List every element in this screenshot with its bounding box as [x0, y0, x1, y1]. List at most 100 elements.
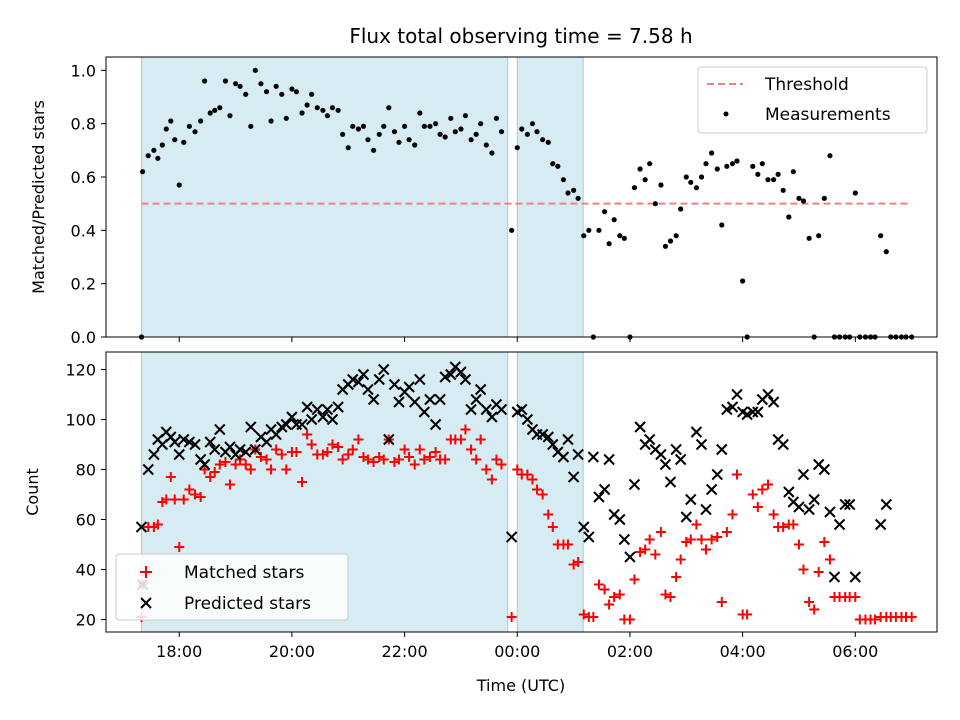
measurement-point	[714, 166, 720, 172]
measurement-point	[309, 91, 315, 97]
matched-star-marker	[604, 599, 615, 610]
matched-star-marker	[522, 469, 533, 480]
matched-star-marker	[220, 457, 231, 467]
predicted-star-marker	[716, 443, 728, 456]
matched-star-marker	[671, 572, 682, 582]
matched-star-marker	[640, 544, 651, 555]
predicted-star-marker	[839, 498, 851, 511]
predicted-star-marker	[880, 498, 893, 511]
matched-star-marker	[742, 609, 753, 620]
predicted-star-marker	[516, 403, 528, 416]
measurement-point	[555, 163, 561, 169]
matched-star-marker	[731, 469, 742, 480]
matched-star-marker	[665, 592, 676, 602]
matched-star-markers	[136, 424, 917, 625]
predicted-star-marker	[403, 381, 415, 393]
measurement-point	[243, 91, 249, 97]
matched-star-marker	[712, 532, 723, 542]
legend-threshold-label: Threshold	[764, 75, 849, 95]
matched-star-marker	[512, 464, 523, 475]
measurement-point	[201, 78, 208, 84]
measurement-point	[376, 131, 382, 137]
measurement-point	[140, 169, 146, 175]
bottom-y-tick-label: 120	[65, 361, 96, 380]
matched-star-marker	[152, 519, 163, 530]
predicted-star-marker	[643, 433, 656, 446]
predicted-star-marker	[557, 451, 570, 463]
measurement-point	[755, 171, 761, 177]
measurement-point	[335, 107, 341, 113]
predicted-star-marker	[598, 483, 611, 496]
predicted-star-marker	[731, 388, 743, 401]
matched-star-marker	[629, 574, 640, 585]
matched-star-marker	[798, 564, 809, 575]
measurement-point	[560, 177, 567, 183]
matched-star-marker	[593, 579, 604, 590]
predicted-star-marker	[470, 393, 482, 406]
predicted-star-marker	[587, 451, 600, 463]
measurement-point	[355, 126, 361, 132]
matched-star-marker	[706, 534, 717, 545]
matched-star-marker	[460, 424, 471, 435]
measurement-point	[678, 206, 684, 212]
predicted-star-marker	[741, 408, 753, 421]
measurement-point	[263, 89, 270, 95]
predicted-star-marker	[567, 471, 580, 483]
predicted-star-marker	[690, 426, 703, 438]
predicted-star-marker	[700, 503, 712, 516]
predicted-star-marker	[224, 441, 236, 453]
matched-star-marker	[752, 502, 763, 512]
matched-star-marker	[486, 474, 497, 485]
predicted-star-marker	[603, 453, 615, 466]
predicted-star-marker	[583, 531, 595, 543]
matched-star-marker	[424, 452, 435, 462]
predicted-star-marker	[434, 393, 446, 406]
matched-star-marker	[788, 519, 799, 530]
bottom-x-tick-label: 04:00	[720, 642, 766, 661]
predicted-star-marker	[618, 533, 631, 546]
measurement-point	[207, 110, 213, 116]
measurement-point	[192, 129, 198, 135]
measurement-point	[448, 115, 454, 121]
measurement-point	[258, 81, 264, 87]
matched-star-marker	[906, 612, 917, 622]
matched-star-marker	[727, 509, 738, 520]
matched-star-marker	[404, 452, 415, 462]
bottom-y-axis-label: Count	[23, 468, 42, 516]
predicted-star-marker	[148, 448, 160, 461]
matched-star-marker	[481, 464, 492, 475]
measurement-point	[698, 174, 705, 180]
measurement-point	[478, 121, 484, 127]
measurement-point	[329, 105, 336, 111]
matched-star-marker	[353, 434, 364, 445]
matched-star-marker	[778, 522, 789, 532]
predicted-star-marker	[752, 406, 764, 418]
measurement-point	[883, 249, 889, 255]
top-shaded-interval-1	[516, 56, 584, 338]
measurement-point	[683, 174, 689, 180]
predicted-star-marker	[296, 418, 308, 431]
predicted-star-marker	[209, 443, 221, 456]
measurement-point	[647, 161, 653, 167]
measurement-point	[159, 142, 165, 148]
measurement-point	[314, 105, 320, 111]
matched-star-marker	[306, 439, 317, 450]
matched-star-marker	[255, 452, 266, 462]
measurement-point	[565, 190, 571, 196]
predicted-star-marker	[486, 411, 498, 423]
predicted-star-marker	[286, 411, 298, 423]
measurement-point	[493, 115, 500, 121]
predicted-star-marker	[409, 396, 421, 408]
measurement-point	[421, 123, 427, 129]
matched-star-marker	[333, 442, 344, 452]
measurement-point	[252, 67, 258, 73]
measurement-point	[163, 126, 169, 132]
top-y-ticks: 0.0 0.2 0.4 0.6 0.8 1.0	[71, 61, 106, 347]
measurement-point	[729, 161, 736, 167]
predicted-star-marker	[680, 511, 692, 523]
measurement-point	[365, 137, 371, 143]
predicted-star-marker	[828, 571, 841, 583]
predicted-star-marker	[317, 411, 329, 423]
matched-star-marker	[297, 477, 308, 487]
predicted-star-marker	[849, 571, 862, 583]
